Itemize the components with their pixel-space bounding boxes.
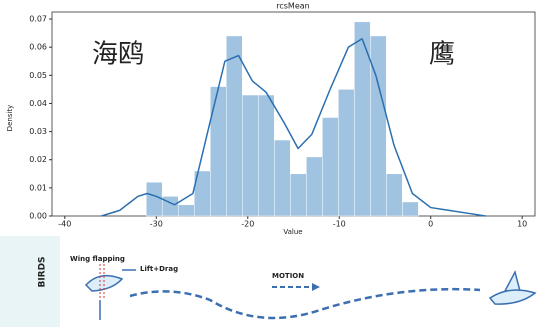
force-label: Lift+Drag (140, 265, 178, 273)
arrow-head (312, 283, 320, 291)
wing-label: Wing flapping (70, 255, 125, 263)
bar (210, 87, 226, 216)
flight-path (130, 289, 480, 318)
motion-label: MOTION (272, 272, 304, 280)
x-tick-label: -40 (58, 220, 71, 229)
bar (290, 174, 306, 216)
y-tick-label: 0.06 (29, 43, 47, 52)
y-tick-label: 0.03 (29, 127, 47, 136)
y-tick-label: 0.05 (29, 71, 47, 80)
bar (322, 118, 338, 216)
bar (338, 89, 354, 216)
bar (354, 22, 370, 216)
y-tick-label: 0.00 (29, 212, 47, 221)
bar (146, 182, 162, 216)
y-tick-label: 0.04 (29, 99, 47, 108)
bar (242, 95, 258, 216)
x-tick-label: 10 (517, 220, 527, 229)
bar (402, 202, 418, 216)
page: rcsMean Value Density 海鸥 鹰 0.00 0.01 0.02 0… (0, 0, 546, 327)
y-tick-label: 0.02 (29, 155, 47, 164)
x-axis-label: Value (283, 228, 302, 236)
x-tick-label: -30 (150, 220, 163, 229)
x-tick-label: 0 (428, 220, 433, 229)
side-label: BIRDS (38, 256, 48, 287)
bar (226, 36, 242, 216)
bar (178, 205, 194, 216)
bird-right (490, 272, 535, 304)
annotation: 海鸥 (92, 40, 144, 70)
x-tick-label: -10 (333, 220, 346, 229)
bar (386, 174, 402, 216)
chart-title: rcsMean (276, 2, 309, 11)
x-tick-label: -20 (241, 220, 254, 229)
bar (258, 95, 274, 216)
annotation: 鹰 (429, 40, 455, 70)
bar (162, 196, 178, 216)
bird-diagram: BIRDS Wing flapping Lift+Drag MOTION (0, 236, 535, 327)
bar (370, 36, 386, 216)
y-tick-label: 0.07 (29, 15, 47, 24)
bar (306, 157, 322, 216)
y-tick-label: 0.01 (29, 183, 47, 192)
backdrop (0, 236, 60, 327)
bar (274, 140, 290, 216)
y-axis-label: Density (6, 105, 14, 132)
